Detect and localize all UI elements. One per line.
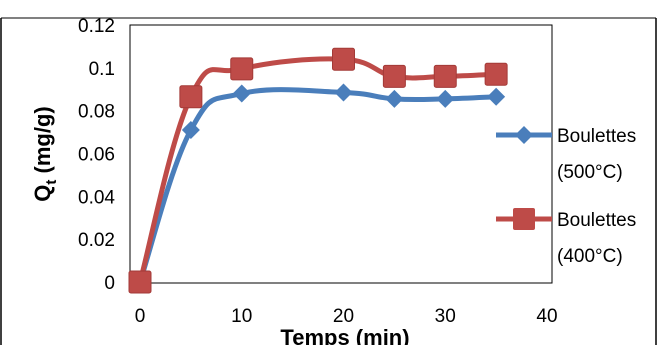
data-point-square xyxy=(128,270,152,294)
legend-marker-diamond xyxy=(515,126,533,144)
y-axis-title: Qt (mg/g) xyxy=(30,106,60,201)
legend-label-line2: (500°C) xyxy=(557,162,623,183)
data-point-diamond xyxy=(385,89,404,108)
y-tick-label: 0.04 xyxy=(78,187,115,208)
y-axis-title-main: Q xyxy=(30,185,55,202)
data-point-square xyxy=(179,85,203,109)
legend-marker-square xyxy=(513,208,535,230)
y-tick-label: 0.02 xyxy=(78,230,115,251)
data-point-diamond xyxy=(436,89,455,108)
x-tick-label: 30 xyxy=(435,306,456,327)
x-tick-label: 0 xyxy=(135,306,146,327)
y-tick-label: 0.1 xyxy=(89,59,115,80)
data-point-diamond xyxy=(334,83,353,102)
y-tick-label: 0 xyxy=(104,273,115,294)
y-tick-label: 0.06 xyxy=(78,145,115,166)
plot-area-border xyxy=(129,24,553,284)
x-tick-label: 10 xyxy=(231,306,252,327)
data-point-square xyxy=(433,64,457,88)
y-tick-label: 0.08 xyxy=(78,102,115,123)
y-axis-title-rest: (mg/g) xyxy=(30,106,55,179)
legend: Boulettes (500°C) Boulettes (400°C) xyxy=(496,126,636,267)
x-axis-title: Temps (min) xyxy=(280,325,409,345)
x-tick-label: 20 xyxy=(333,306,354,327)
series-layer xyxy=(128,47,508,294)
data-point-diamond xyxy=(232,84,251,103)
data-point-square xyxy=(332,47,355,71)
x-axis: 0 10 20 30 40 xyxy=(135,306,558,327)
data-point-diamond xyxy=(181,120,200,139)
y-axis: 0 0.02 0.04 0.06 0.08 0.1 0.12 xyxy=(78,16,115,294)
data-point-square xyxy=(484,62,508,86)
legend-label-line1: Boulettes xyxy=(557,210,636,231)
data-point-diamond xyxy=(487,87,506,106)
data-point-square xyxy=(382,64,406,88)
x-tick-label: 40 xyxy=(536,306,557,327)
legend-label-line2: (400°C) xyxy=(557,246,623,267)
y-tick-label: 0.12 xyxy=(78,16,115,37)
legend-label-line1: Boulettes xyxy=(557,126,636,147)
data-point-square xyxy=(230,57,254,81)
y-axis-title-sub: t xyxy=(43,180,60,185)
